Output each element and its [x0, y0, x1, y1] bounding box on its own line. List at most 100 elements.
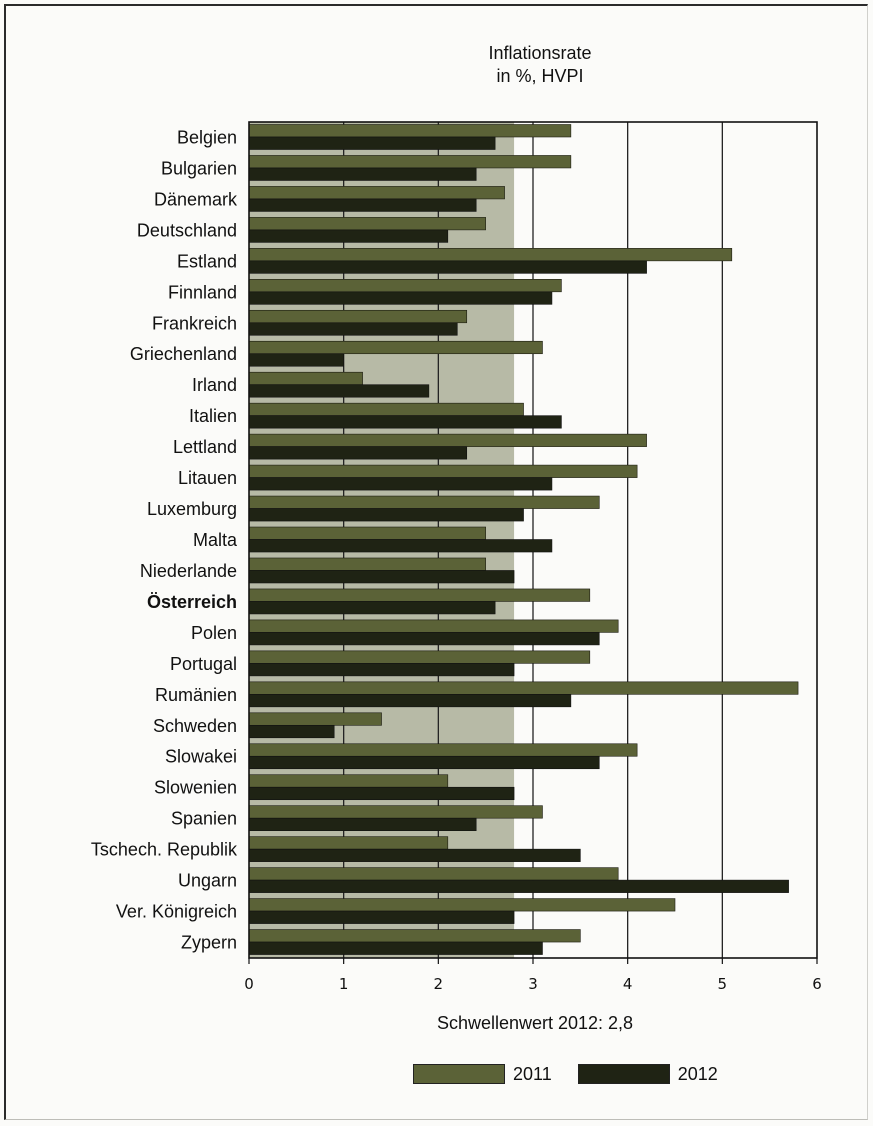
- bar-2012-italien: [248, 415, 562, 429]
- category-label-ungarn: Ungarn: [178, 871, 237, 891]
- bar-2012-daenemark: [248, 198, 477, 212]
- category-label-bulgarien: Bulgarien: [161, 158, 237, 178]
- bar-2012-frankreich: [248, 322, 458, 336]
- bar-2011-deutschland: [248, 217, 486, 231]
- bar-2012-malta: [248, 539, 553, 553]
- x-tick-label-0: 0: [244, 975, 254, 993]
- bar-2011-frankreich: [248, 309, 468, 324]
- bar-2012-schweden: [248, 724, 335, 739]
- bar-2012-bulgarien: [248, 167, 477, 181]
- bar-2011-belgien: [248, 124, 572, 138]
- bar-2011-litauen: [248, 464, 638, 478]
- bar-2012-portugal: [248, 663, 515, 677]
- legend-label-2012: 2012: [677, 1063, 718, 1084]
- bar-2012-luxemburg: [248, 508, 524, 522]
- bar-2011-slowakei: [248, 743, 638, 757]
- bar-2011-tschech-republik: [248, 836, 449, 850]
- bar-2011-luxemburg: [248, 495, 600, 509]
- bar-2012-belgien: [248, 136, 496, 150]
- bar-2012-ver-koenigreich: [248, 910, 515, 924]
- x-tick-label-1: 1: [339, 975, 349, 993]
- threshold-label: Schwellenwert 2012: 2,8: [436, 1013, 634, 1033]
- category-label-frankreich: Frankreich: [152, 313, 237, 333]
- bar-2011-oesterreich: [248, 588, 591, 602]
- bar-2011-estland: [248, 248, 733, 262]
- x-tick-label-5: 5: [718, 975, 728, 993]
- category-label-deutschland: Deutschland: [137, 220, 237, 240]
- category-label-rumaenien: Rumänien: [155, 685, 237, 705]
- bar-2011-lettland: [248, 433, 647, 447]
- bar-2011-zypern: [248, 929, 581, 943]
- category-label-litauen: Litauen: [178, 468, 237, 488]
- category-label-malta: Malta: [193, 530, 238, 550]
- legend-swatch-2012: [577, 1064, 670, 1084]
- category-label-belgien: Belgien: [177, 127, 237, 147]
- category-label-schweden: Schweden: [153, 716, 237, 736]
- bar-2011-irland: [248, 371, 363, 386]
- category-label-slowakei: Slowakei: [165, 747, 237, 767]
- category-label-ver-koenigreich: Ver. Königreich: [116, 902, 237, 922]
- chart-subtitle: in %, HVPI: [496, 66, 584, 86]
- bar-2012-niederlande: [248, 570, 515, 584]
- bar-2012-estland: [248, 260, 647, 274]
- bar-2011-griechenland: [248, 340, 543, 355]
- x-tick-label-4: 4: [623, 975, 633, 993]
- bar-2012-spanien: [248, 817, 477, 831]
- x-tick-label-6: 6: [812, 975, 822, 993]
- category-label-irland: Irland: [192, 375, 237, 395]
- category-label-niederlande: Niederlande: [140, 561, 237, 581]
- category-label-polen: Polen: [191, 623, 237, 643]
- bar-2011-spanien: [248, 805, 543, 819]
- bar-2012-slowakei: [248, 755, 600, 770]
- category-label-oesterreich: Österreich: [147, 592, 237, 612]
- category-label-lettland: Lettland: [173, 437, 237, 457]
- category-label-slowenien: Slowenien: [154, 778, 237, 798]
- bar-2011-portugal: [248, 650, 591, 664]
- bar-2012-polen: [248, 632, 600, 646]
- bar-2011-italien: [248, 402, 524, 416]
- bar-2011-bulgarien: [248, 155, 572, 169]
- bar-2012-rumaenien: [248, 694, 572, 708]
- chart-title: Inflationsrate: [488, 43, 592, 63]
- bar-2012-irland: [248, 384, 430, 398]
- bar-2011-slowenien: [248, 774, 449, 788]
- bar-2012-griechenland: [248, 353, 344, 367]
- chart-frame: [4, 4, 868, 1120]
- category-label-spanien: Spanien: [171, 809, 237, 829]
- category-label-estland: Estland: [177, 251, 237, 271]
- bar-2012-deutschland: [248, 229, 449, 243]
- bar-2011-polen: [248, 619, 619, 633]
- bar-2011-niederlande: [248, 557, 486, 571]
- bar-2012-slowenien: [248, 786, 515, 801]
- legend-swatch-2011: [413, 1064, 505, 1084]
- bar-2011-rumaenien: [248, 681, 799, 695]
- category-label-finnland: Finnland: [168, 282, 237, 302]
- bar-2011-daenemark: [248, 186, 505, 200]
- category-label-tschech-republik: Tschech. Republik: [91, 840, 238, 860]
- category-label-zypern: Zypern: [181, 933, 237, 953]
- x-tick-label-3: 3: [528, 975, 538, 993]
- bar-2011-malta: [248, 526, 486, 540]
- bar-2012-finnland: [248, 291, 553, 305]
- bar-2012-oesterreich: [248, 601, 496, 615]
- category-label-griechenland: Griechenland: [130, 344, 237, 364]
- legend-item-2012: 2012: [577, 1063, 718, 1085]
- legend-label-2011: 2011: [513, 1063, 552, 1084]
- chart-title-block: Inflationsrate in %, HVPI: [430, 42, 650, 88]
- category-label-daenemark: Dänemark: [154, 189, 238, 209]
- category-label-portugal: Portugal: [170, 654, 237, 674]
- bar-2012-ungarn: [248, 879, 789, 893]
- bar-2012-zypern: [248, 941, 543, 955]
- bar-2012-tschech-republik: [248, 848, 581, 862]
- x-tick-label-2: 2: [434, 975, 444, 993]
- bar-2011-ungarn: [248, 867, 619, 881]
- category-label-luxemburg: Luxemburg: [147, 499, 237, 519]
- bar-2012-litauen: [248, 477, 553, 491]
- bar-2011-schweden: [248, 712, 382, 726]
- bar-2012-lettland: [248, 446, 468, 460]
- legend: 2011 2012: [413, 1062, 744, 1086]
- bar-2011-ver-koenigreich: [248, 898, 676, 912]
- bar-2011-finnland: [248, 279, 562, 293]
- category-label-italien: Italien: [189, 406, 237, 426]
